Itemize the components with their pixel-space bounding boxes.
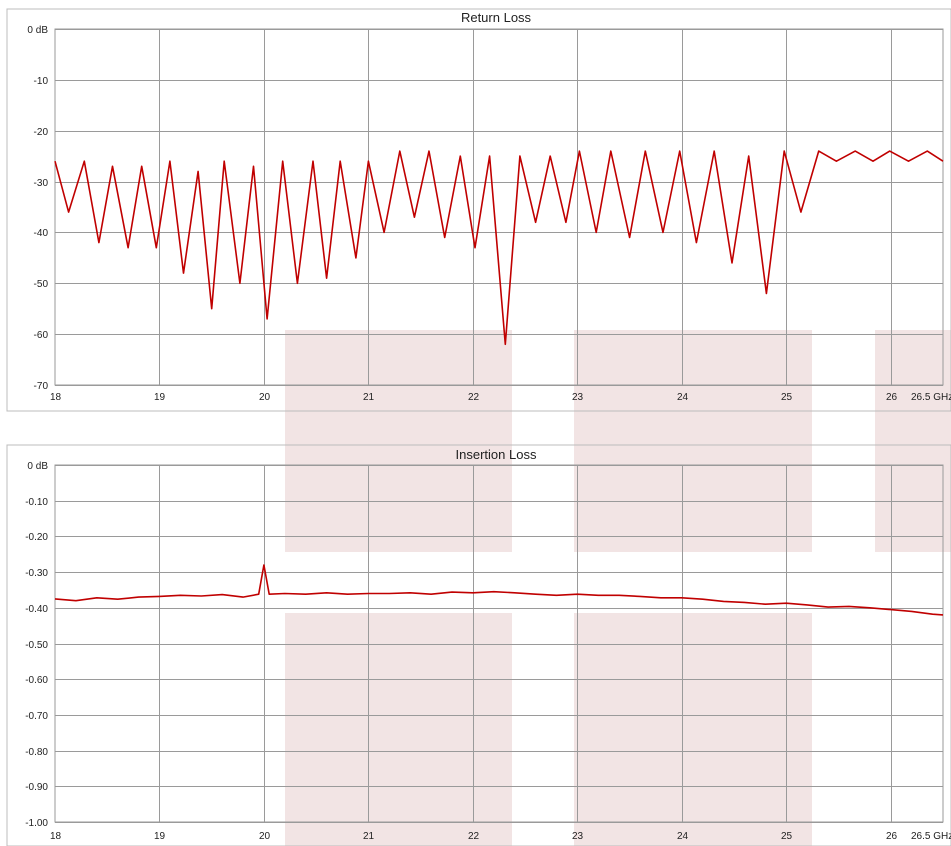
watermark-block	[285, 613, 512, 846]
y-tick-label: -0.60	[25, 675, 48, 686]
x-tick-label: 21	[363, 831, 375, 842]
grid	[54, 464, 944, 823]
x-tick-label: 26	[886, 392, 898, 403]
y-tick-label: -50	[34, 279, 49, 290]
x-tick-label: 18	[50, 392, 62, 403]
y-tick-label: 0 dB	[27, 461, 48, 472]
x-tick-label: 24	[677, 831, 689, 842]
x-tick-label: 18	[50, 831, 62, 842]
background-watermark	[285, 330, 951, 846]
y-tick-label: -60	[34, 330, 49, 341]
x-tick-label: 19	[154, 831, 166, 842]
y-tick-label: -0.40	[25, 604, 48, 615]
series-group	[54, 150, 944, 346]
insertion-loss-chart: Insertion Loss 0 dB -0.10 -0.20 -0.30 -0.40 -…	[6, 444, 951, 846]
y-tick-label: 0 dB	[27, 25, 48, 36]
series-group	[54, 564, 944, 616]
y-tick-label: -1.00	[25, 818, 48, 829]
x-tick-label: 22	[468, 831, 480, 842]
y-axis: 0 dB -0.10 -0.20 -0.30 -0.40 -0.50 -0.60 -0.70 -…	[25, 461, 48, 829]
y-tick-label: -20	[34, 127, 49, 138]
x-tick-label: 23	[572, 831, 584, 842]
x-unit-label: 26.5 GHz	[911, 831, 951, 842]
y-tick-label: -0.10	[25, 497, 48, 508]
watermark-block	[285, 330, 512, 552]
y-tick-label: -10	[34, 76, 49, 87]
y-tick-label: -0.70	[25, 711, 48, 722]
x-tick-label: 25	[781, 392, 793, 403]
chart-title: Return Loss	[461, 10, 532, 25]
chart-frame	[6, 444, 951, 846]
y-tick-label: -40	[34, 228, 49, 239]
x-tick-label: 20	[259, 831, 271, 842]
x-tick-label: 25	[781, 831, 793, 842]
watermark-block	[574, 613, 812, 846]
x-tick-label: 23	[572, 392, 584, 403]
x-tick-label: 22	[468, 392, 480, 403]
chart-frame	[6, 8, 951, 412]
y-axis: 0 dB -10 -20 -30 -40 -50 -60 -70	[27, 25, 48, 392]
watermark-block	[875, 330, 951, 552]
series-line	[54, 150, 944, 346]
grid	[54, 28, 944, 386]
y-tick-label: -0.50	[25, 640, 48, 651]
x-tick-label: 21	[363, 392, 375, 403]
x-tick-label: 26	[886, 831, 898, 842]
chart-title: Insertion Loss	[456, 447, 537, 462]
y-tick-label: -30	[34, 178, 49, 189]
x-tick-label: 24	[677, 392, 689, 403]
x-tick-label: 19	[154, 392, 166, 403]
x-axis: 18 19 20 21 22 23 24 25 26 26.5 GHz	[50, 831, 951, 842]
x-unit-label: 26.5 GHz	[911, 392, 951, 403]
y-tick-label: -0.20	[25, 532, 48, 543]
x-axis: 18 19 20 21 22 23 24 25 26 26.5 GHz	[50, 392, 951, 403]
return-loss-chart: Return Loss 0 dB -10 -20 -30 -40 -50 -60 -70 18…	[6, 8, 951, 412]
y-tick-label: -0.90	[25, 782, 48, 793]
watermark-block	[574, 330, 812, 552]
y-tick-label: -0.30	[25, 568, 48, 579]
y-tick-label: -0.80	[25, 747, 48, 758]
series-line	[54, 564, 944, 616]
x-tick-label: 20	[259, 392, 271, 403]
y-tick-label: -70	[34, 381, 49, 392]
